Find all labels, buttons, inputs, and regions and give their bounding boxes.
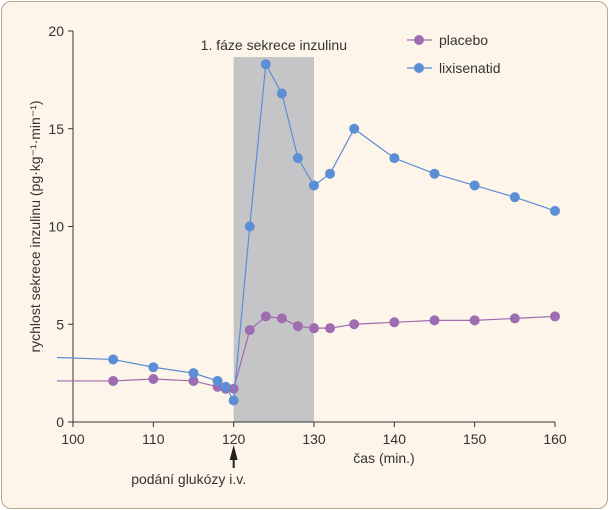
tick-labels: 0 5 10 15 20 100 110 120 130 140 150 160 (48, 23, 566, 447)
y-tick-label: 15 (48, 121, 64, 137)
x-axis-label: čas (min.) (353, 450, 414, 466)
data-point-lixisenatid (292, 153, 303, 164)
data-point-placebo (469, 315, 480, 326)
data-point-placebo (292, 321, 303, 332)
y-tick-label: 5 (56, 316, 64, 332)
shaded-region-label: 1. fáze sekrece inzulinu (201, 37, 347, 53)
data-point-lixisenatid (309, 180, 319, 191)
x-tick-label: 130 (302, 431, 326, 447)
x-tick-label: 110 (142, 431, 165, 447)
legend-marker-lixisenatid (414, 63, 424, 73)
data-point-placebo (276, 313, 287, 324)
data-point-lixisenatid (325, 168, 336, 179)
legend-label-placebo: placebo (439, 32, 488, 48)
legend: placebo lixisenatid (407, 32, 500, 76)
x-tick-label: 150 (463, 431, 487, 447)
data-point-lixisenatid (509, 192, 520, 203)
data-point-lixisenatid (108, 354, 119, 365)
data-point-placebo (188, 375, 199, 386)
data-point-lixisenatid (276, 88, 287, 99)
x-tick-label: 100 (61, 431, 85, 447)
data-point-placebo (260, 311, 271, 322)
legend-marker-placebo (414, 35, 424, 45)
y-axis-label: rychlost sekrece inzulinu (pg·kg⁻¹·min⁻¹… (27, 100, 43, 352)
data-point-lixisenatid (212, 375, 223, 386)
data-point-lixisenatid (260, 59, 271, 70)
data-point-placebo (148, 373, 159, 384)
data-point-lixisenatid (220, 381, 231, 392)
data-point-placebo (325, 323, 336, 334)
data-point-placebo (349, 319, 360, 330)
y-tick-label: 0 (56, 414, 64, 430)
data-point-lixisenatid (228, 395, 239, 406)
x-tick-label: 140 (383, 431, 407, 447)
axes (68, 30, 556, 427)
annotation-arrow (229, 445, 238, 468)
data-point-placebo (244, 325, 255, 336)
data-point-lixisenatid (349, 123, 360, 134)
y-tick-label: 10 (48, 219, 64, 235)
data-point-lixisenatid (188, 368, 199, 379)
data-point-lixisenatid (389, 153, 400, 164)
data-point-lixisenatid (429, 168, 440, 179)
data-point-lixisenatid (244, 221, 255, 232)
series-layer (56, 59, 560, 406)
data-point-lixisenatid (550, 205, 560, 216)
annotation-label: podání glukózy i.v. (131, 471, 246, 487)
legend-label-lixisenatid: lixisenatid (439, 60, 500, 76)
data-point-placebo (550, 311, 560, 322)
data-point-placebo (108, 375, 119, 386)
x-tick-label: 120 (222, 431, 246, 447)
data-point-placebo (309, 323, 319, 334)
y-tick-label: 20 (48, 23, 64, 39)
x-tick-label: 160 (543, 431, 567, 447)
data-point-placebo (509, 313, 520, 324)
shaded-region (233, 57, 314, 422)
data-point-lixisenatid (469, 180, 480, 191)
data-point-placebo (228, 383, 239, 394)
data-point-lixisenatid (148, 362, 159, 373)
data-point-placebo (429, 315, 440, 326)
data-point-placebo (389, 317, 400, 328)
